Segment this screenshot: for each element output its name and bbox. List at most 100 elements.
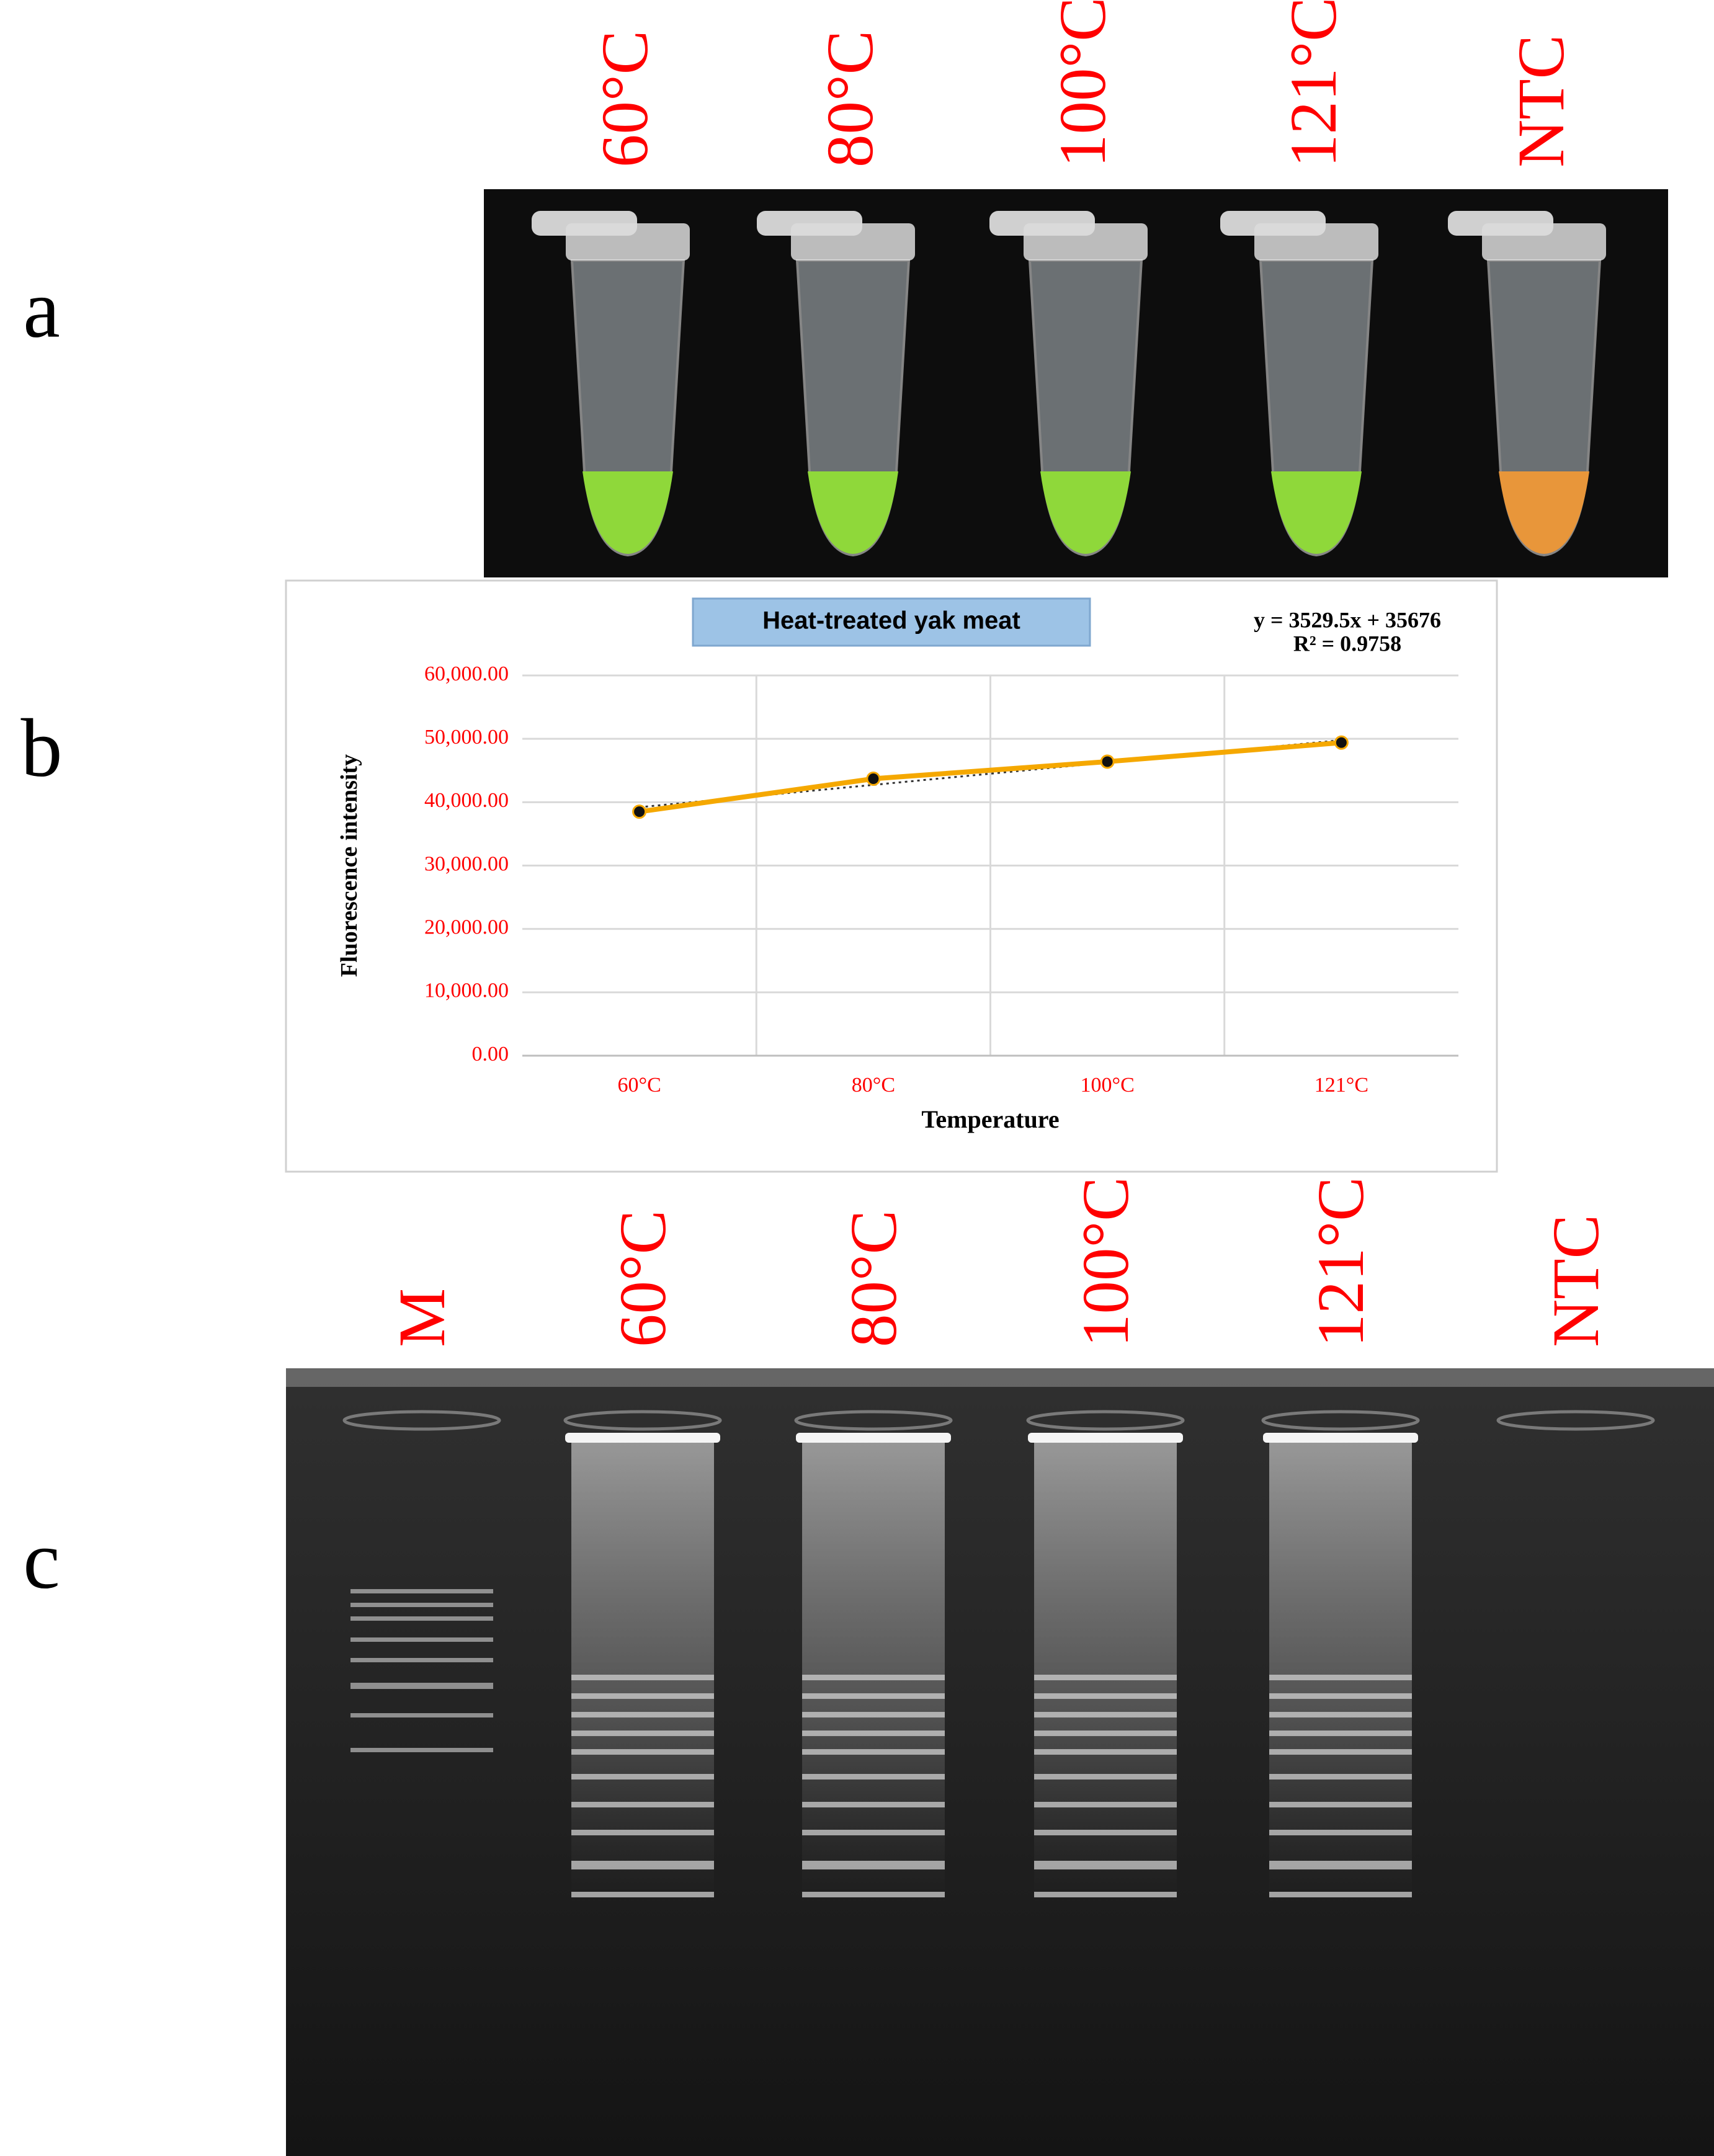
- x-tick-label: 60°C: [617, 1074, 661, 1097]
- tube-label: 100°C: [1047, 0, 1120, 167]
- tube-liquid: [1499, 471, 1589, 554]
- gel-band: [1269, 1749, 1412, 1755]
- gel-band: [802, 1774, 945, 1780]
- gel-smear: [1034, 1443, 1177, 1902]
- gel-band: [1269, 1731, 1412, 1736]
- y-tick-label: 40,000.00: [424, 789, 509, 812]
- gel-band: [1034, 1675, 1177, 1680]
- gel-smear: [802, 1443, 945, 1902]
- tube-label: NTC: [1505, 35, 1578, 167]
- ladder-band: [350, 1748, 493, 1752]
- gel-lane-label: 60°C: [607, 1210, 680, 1347]
- x-tick-label: 121°C: [1315, 1074, 1368, 1097]
- tube-liquid: [582, 471, 673, 554]
- gel-band: [1269, 1892, 1412, 1897]
- tube-rim: [566, 223, 690, 261]
- title-box: [692, 597, 1091, 647]
- x-axis-label: Temperature: [921, 1105, 1059, 1133]
- tube-label: 121°C: [1277, 0, 1350, 167]
- gel-band: [571, 1861, 714, 1869]
- gel-lane-label: NTC: [1540, 1214, 1613, 1347]
- panel-label: c: [23, 1514, 60, 1606]
- ladder-band: [350, 1616, 493, 1621]
- y-tick-label: 20,000.00: [424, 915, 509, 938]
- tube-rim: [791, 223, 915, 261]
- ladder-band: [350, 1603, 493, 1607]
- gel-band: [802, 1802, 945, 1807]
- gel-well: [342, 1410, 501, 1431]
- series-line: [639, 740, 1342, 814]
- gel-well-band: [796, 1433, 951, 1443]
- ladder-band: [350, 1637, 493, 1642]
- tube-rim: [1024, 223, 1148, 261]
- y-tick-label: 30,000.00: [424, 852, 509, 875]
- gel-band: [571, 1892, 714, 1897]
- y-axis-label: Fluorescence intensity: [336, 754, 362, 977]
- tube-liquid: [808, 471, 898, 554]
- data-point: [632, 804, 647, 819]
- data-point: [1100, 754, 1115, 769]
- gel-edge: [286, 1368, 1714, 1387]
- y-tick-label: 10,000.00: [424, 979, 509, 1002]
- data-point: [1334, 735, 1349, 750]
- panel-label: a: [23, 263, 60, 355]
- gel-band: [1034, 1712, 1177, 1717]
- gel-band: [802, 1675, 945, 1680]
- y-tick-label: 50,000.00: [424, 726, 509, 749]
- gel-lane-label: 121°C: [1305, 1177, 1378, 1347]
- gel-band: [802, 1749, 945, 1755]
- y-tick-label: 60,000.00: [424, 662, 509, 685]
- gel-band: [571, 1802, 714, 1807]
- trendline-equation: y = 3529.5x + 35676: [1254, 607, 1441, 632]
- gel-band: [571, 1749, 714, 1755]
- chart-title: Heat-treated yak meat: [762, 607, 1020, 635]
- gel-smear: [571, 1443, 714, 1902]
- gel-band: [1269, 1712, 1412, 1717]
- gel-band: [1269, 1861, 1412, 1869]
- gel-band: [1269, 1693, 1412, 1699]
- ladder-band: [350, 1658, 493, 1662]
- gel-well-band: [1263, 1433, 1418, 1443]
- gel-lane-label: M: [386, 1288, 459, 1347]
- gel-well-band: [565, 1433, 720, 1443]
- tube-liquid: [1040, 471, 1131, 554]
- x-tick-label: 80°C: [852, 1074, 895, 1097]
- gel-band: [802, 1693, 945, 1699]
- x-tick-label: 100°C: [1080, 1074, 1134, 1097]
- trendline-r2: R² = 0.9758: [1293, 631, 1401, 656]
- gel-band: [1269, 1774, 1412, 1780]
- tube-rim: [1254, 223, 1378, 261]
- gel-well: [1496, 1410, 1655, 1431]
- gel-band: [1034, 1693, 1177, 1699]
- gel-band: [1034, 1830, 1177, 1835]
- gel-well: [563, 1410, 722, 1431]
- chart-frame: [285, 579, 1498, 1173]
- gel-band: [802, 1830, 945, 1835]
- gel-well: [1026, 1410, 1185, 1431]
- gel-smear: [1269, 1443, 1412, 1902]
- tube-rim: [1482, 223, 1606, 261]
- panel-label: b: [21, 702, 63, 794]
- gel-band: [802, 1731, 945, 1736]
- tube-label: 60°C: [589, 30, 662, 167]
- gel-band: [1269, 1830, 1412, 1835]
- gel-photo: [286, 1368, 1714, 2156]
- gel-band: [571, 1774, 714, 1780]
- gel-band: [571, 1675, 714, 1680]
- ladder-band: [350, 1683, 493, 1689]
- gel-band: [571, 1712, 714, 1717]
- gel-band: [1034, 1802, 1177, 1807]
- y-tick-label: 0.00: [472, 1043, 509, 1066]
- gel-band: [802, 1861, 945, 1869]
- gel-band: [1034, 1731, 1177, 1736]
- gel-band: [571, 1830, 714, 1835]
- gel-band: [1034, 1892, 1177, 1897]
- gel-band: [1034, 1774, 1177, 1780]
- data-point: [866, 772, 881, 786]
- gel-band: [802, 1892, 945, 1897]
- gel-band: [1269, 1802, 1412, 1807]
- gel-well-band: [1028, 1433, 1183, 1443]
- gel-lane-label: 100°C: [1069, 1177, 1143, 1347]
- gel-band: [571, 1731, 714, 1736]
